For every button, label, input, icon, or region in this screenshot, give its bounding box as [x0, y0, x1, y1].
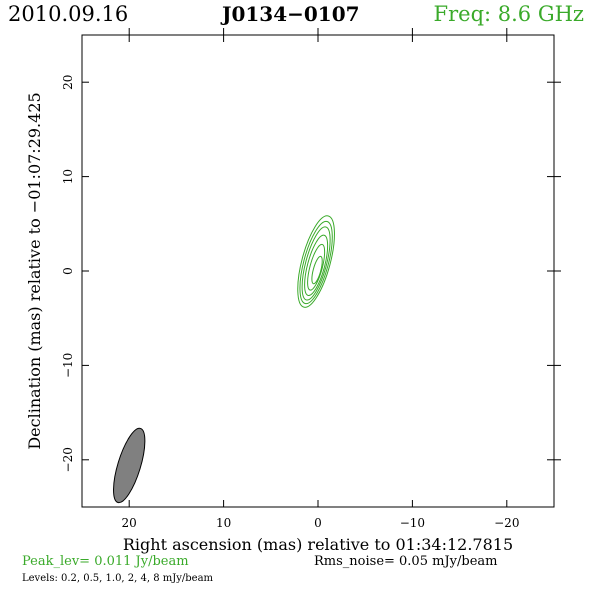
x-tick-label: 0: [314, 516, 322, 530]
contour-level-4: [307, 243, 326, 291]
contour-level-1: [301, 226, 331, 301]
contour-levels: Levels: 0.2, 0.5, 1.0, 2, 4, 8 mJy/beam: [22, 573, 214, 584]
contour-level-2: [304, 234, 329, 297]
x-tick-label: −20: [494, 516, 519, 530]
beam-ellipse: [113, 427, 146, 504]
frequency-label: Freq: 8.6 GHz: [433, 2, 584, 26]
axis-ticks: 20 10 0 −10 −20 20 10 0 −10 −20: [61, 28, 561, 530]
beam-group: [113, 427, 146, 504]
contour-level-0_5: [299, 220, 333, 305]
x-tick-label: 10: [216, 516, 231, 530]
y-tick-label: 10: [61, 169, 75, 184]
contour-group: [297, 215, 335, 308]
y-tick-label: 20: [61, 75, 75, 90]
y-tick-label: −10: [61, 353, 75, 378]
y-tick-label: −20: [61, 447, 75, 472]
rms-noise: Rms_noise= 0.05 mJy/beam: [314, 554, 498, 569]
x-axis-label: Right ascension (mas) relative to 01:34:…: [123, 535, 513, 554]
contour-level-8: [311, 255, 323, 285]
peak-level: Peak_lev= 0.011 Jy/beam: [22, 554, 189, 569]
y-tick-label: 0: [61, 267, 75, 275]
plot-frame: [81, 34, 555, 508]
contour-level-0_2: [297, 215, 335, 308]
y-axis-label: Declination (mas) relative to −01:07:29.…: [25, 92, 44, 449]
x-tick-label: 20: [122, 516, 137, 530]
observation-date: 2010.09.16: [8, 2, 129, 26]
x-tick-label: −10: [400, 516, 425, 530]
source-name: J0134−0107: [222, 2, 360, 26]
